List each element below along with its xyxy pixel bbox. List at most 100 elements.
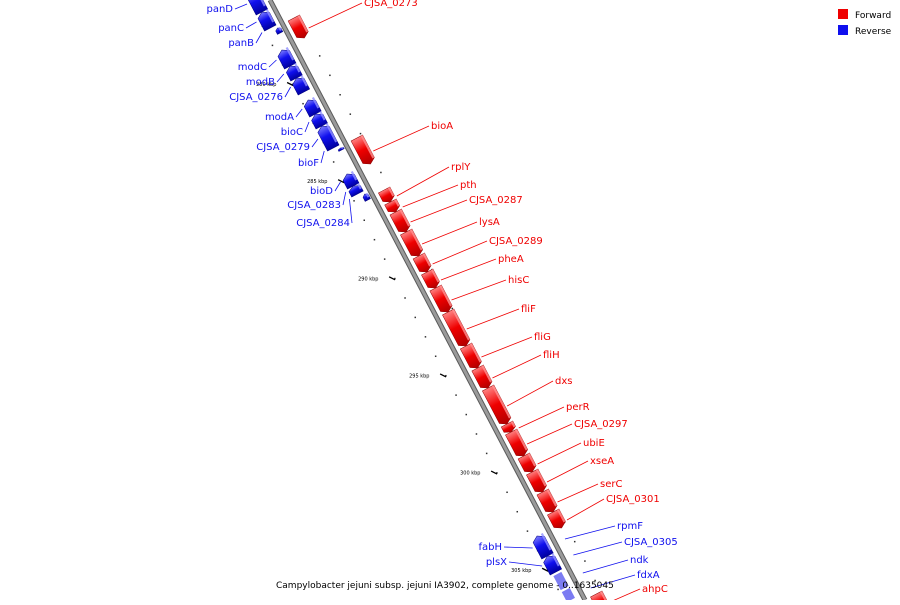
gene-arrow-highlight	[491, 384, 511, 419]
gene-feature-modc[interactable]	[276, 46, 297, 70]
gene-label-ahpc[interactable]: ahpC	[642, 584, 668, 595]
gene-arrow-highlight	[325, 122, 338, 143]
gene-feature-moda[interactable]	[302, 96, 322, 118]
genome-backbone	[268, 0, 587, 601]
minor-tick	[302, 102, 304, 105]
gene-feature-cjsa-0289[interactable]	[412, 252, 433, 275]
gene-label-cjsa-0283[interactable]: CJSA_0283	[287, 200, 341, 211]
gene-feature-panc[interactable]	[256, 8, 277, 32]
gene-feature-plsx[interactable]	[542, 552, 562, 576]
gene-label-pth[interactable]: pth	[460, 180, 477, 191]
gene-feature-bioa[interactable]	[350, 134, 376, 167]
gene-feature-ahpc[interactable]	[590, 590, 610, 605]
gene-label-xsea[interactable]: xseA	[590, 456, 614, 467]
gene-arrow[interactable]	[350, 134, 376, 167]
gene-label-plsx[interactable]: plsX	[486, 557, 507, 568]
gene-feature-hisc[interactable]	[429, 284, 454, 315]
gene-feature-lysa[interactable]	[400, 228, 424, 259]
gene-feature-fabh[interactable]	[531, 532, 554, 560]
gene-feature-cjsa-0279[interactable]	[316, 122, 340, 152]
gene-feature-flif[interactable]	[442, 308, 471, 349]
gene-feature-flih[interactable]	[471, 364, 494, 391]
major-tick	[286, 81, 294, 87]
gene-label-rpmf[interactable]: rpmF	[617, 521, 643, 532]
gene-feature-perr[interactable]	[500, 420, 517, 435]
gene-label-cjsa-0297[interactable]: CJSA_0297	[574, 419, 628, 430]
gene-label-pand[interactable]: panD	[206, 4, 233, 15]
gene-feature-cjsa-0284[interactable]	[362, 192, 371, 202]
gene-leader-line	[609, 588, 641, 603]
minor-tick	[475, 433, 478, 435]
gene-label-phea[interactable]: pheA	[498, 254, 524, 265]
gene-feature-rply[interactable]	[378, 186, 396, 205]
gene-leader-line	[566, 498, 605, 521]
gene-label-bioa[interactable]: bioA	[431, 121, 453, 132]
gene-feature-cjsa-0276[interactable]	[291, 74, 310, 96]
gene-feature-panb[interactable]	[275, 26, 284, 35]
gene-label-ubie[interactable]: ubiE	[583, 438, 605, 449]
gene-arrow[interactable]	[246, 0, 268, 16]
gene-feature-flig[interactable]	[459, 342, 483, 371]
gene-label-cjsa-0279[interactable]: CJSA_0279	[256, 142, 310, 153]
gene-feature-biod[interactable]	[341, 170, 360, 190]
gene-feature-biof[interactable]	[337, 146, 345, 152]
major-tick	[541, 567, 549, 572]
gene-leader-line	[276, 73, 285, 83]
gene-feature-modb[interactable]	[284, 62, 303, 82]
gene-label-serc[interactable]: serC	[600, 479, 622, 490]
gene-arrow[interactable]	[482, 384, 512, 427]
gene-label-cjsa-0289[interactable]: CJSA_0289	[489, 236, 543, 247]
gene-label-cjsa-0276[interactable]: CJSA_0276	[229, 92, 283, 103]
gene-leader-line	[308, 2, 363, 29]
gene-label-biod[interactable]: bioD	[310, 186, 333, 197]
gene-feature-cjsa-0273[interactable]	[287, 14, 310, 41]
gene-label-moda[interactable]: modA	[265, 112, 294, 123]
minor-tick	[373, 238, 376, 241]
gene-feature-cjsa-0301[interactable]	[547, 508, 567, 531]
gene-label-rply[interactable]: rplY	[451, 162, 471, 173]
gene-label-ndk[interactable]: ndk	[630, 555, 649, 566]
gene-feature-xsea[interactable]	[526, 468, 548, 495]
gene-feature-phea[interactable]	[421, 268, 441, 291]
gene-label-cjsa-0284[interactable]: CJSA_0284	[296, 218, 350, 229]
gene-arrow-highlight	[255, 0, 266, 7]
gene-label-fabh[interactable]: fabH	[478, 542, 502, 553]
legend-forward-label: Forward	[855, 11, 891, 21]
gene-label-panc[interactable]: panC	[218, 23, 244, 34]
gene-feature-pand[interactable]	[246, 0, 268, 16]
gene-label-modc[interactable]: modC	[238, 62, 267, 73]
gene-leader-line	[334, 181, 341, 192]
minor-tick	[271, 44, 274, 47]
gene-label-cjsa-0305[interactable]: CJSA_0305	[624, 537, 678, 548]
gene-label-cjsa-0301[interactable]: CJSA_0301	[606, 494, 660, 505]
gene-feature-serc[interactable]	[536, 488, 559, 515]
gene-label-flih[interactable]: fliH	[543, 350, 560, 361]
gene-arrow-highlight	[300, 74, 308, 87]
gene-label-biof[interactable]: bioF	[298, 158, 319, 169]
gene-feature-cjsa-0287[interactable]	[389, 208, 412, 235]
gene-feature-bioc[interactable]	[310, 110, 328, 130]
gene-arrow-highlight	[319, 110, 326, 121]
gene-feature-pth[interactable]	[384, 198, 402, 215]
gene-label-hisc[interactable]: hisC	[508, 275, 529, 286]
gene-label-flig[interactable]: fliG	[534, 332, 551, 343]
gene-leader-line	[421, 221, 478, 245]
gene-label-flif[interactable]: fliF	[521, 304, 536, 315]
minor-tick	[584, 560, 586, 562]
gene-arrow-highlight	[341, 146, 344, 149]
gene-label-panb[interactable]: panB	[228, 38, 254, 49]
gene-label-modb[interactable]: modB	[246, 77, 275, 88]
gene-label-dxs[interactable]: dxs	[555, 376, 572, 387]
gene-label-cjsa-0273[interactable]: CJSA_0273	[364, 0, 418, 9]
gene-label-lysa[interactable]: lysA	[479, 217, 500, 228]
gene-feature-cjsa-0297[interactable]	[505, 428, 529, 459]
gene-leader-line	[440, 258, 497, 281]
gene-label-cjsa-0287[interactable]: CJSA_0287	[469, 195, 523, 206]
gene-arrow-highlight	[394, 198, 400, 207]
gene-feature-dxs[interactable]	[482, 384, 512, 427]
gene-feature-ubie[interactable]	[517, 452, 538, 475]
gene-feature-cjsa-0283[interactable]	[347, 182, 364, 198]
gene-label-perr[interactable]: perR	[566, 402, 590, 413]
gene-label-bioc[interactable]: bioC	[281, 127, 303, 138]
gene-label-fdxa[interactable]: fdxA	[637, 570, 660, 581]
